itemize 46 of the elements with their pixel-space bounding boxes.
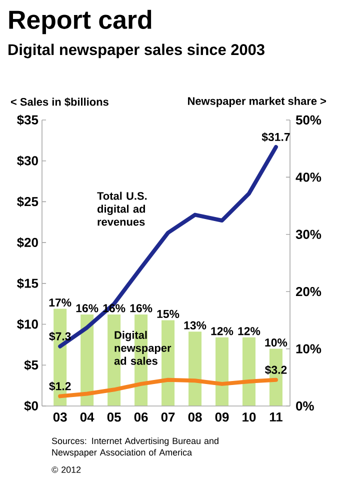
x-tick-label: 07 — [161, 412, 175, 422]
data-label: $31.7 — [262, 132, 290, 142]
bar — [188, 332, 202, 406]
y2-tick-label: 0% — [296, 401, 314, 411]
x-tick-label: 06 — [134, 412, 148, 422]
x-tick-label: 05 — [107, 412, 121, 422]
x-tick-label: 10 — [242, 412, 256, 422]
data-label: 12% — [211, 327, 234, 336]
data-label: 13% — [184, 321, 206, 330]
data-label: $1.2 — [49, 382, 71, 391]
y-axis-title: < Sales in $billions — [10, 98, 108, 106]
y-tick-label: $20 — [17, 237, 38, 248]
source-note: Sources: Internet Advertising Bureau and Newspaper Association of America — [52, 438, 218, 458]
data-label: 15% — [157, 310, 180, 318]
bar — [242, 337, 256, 406]
data-label: 10% — [265, 338, 288, 347]
y-tick-label: $35 — [17, 114, 38, 126]
data-label: $3.2 — [264, 365, 287, 375]
data-label: 16% — [130, 304, 152, 312]
data-label: 16% — [76, 304, 98, 312]
y-tick-label: $30 — [17, 156, 38, 166]
chart-title: Report card — [9, 10, 152, 34]
y2-axis-title: Newspaper market share > — [188, 96, 326, 108]
y-tick-label: $15 — [17, 278, 38, 289]
x-tick-label: 09 — [215, 412, 229, 422]
bar — [216, 337, 228, 406]
chart-subtitle: Digital newspaper sales since 2003 — [8, 44, 264, 58]
x-tick-label: 03 — [53, 412, 67, 422]
series-label: Total U.S. digital ad revenues — [97, 192, 147, 226]
data-label: 12% — [238, 327, 260, 336]
y2-tick-label: 20% — [296, 287, 322, 296]
series-label: Digital newspaper ad sales — [114, 330, 172, 365]
y2-tick-label: 10% — [296, 344, 322, 354]
text: © 2012 — [52, 466, 81, 473]
y2-tick-label: 30% — [296, 230, 322, 239]
y-tick-label: $5 — [24, 360, 38, 370]
y-tick-label: $0 — [24, 400, 38, 412]
y2-tick-label: 40% — [296, 172, 322, 182]
x-tick-label: 11 — [270, 412, 282, 422]
x-tick-label: 08 — [188, 412, 202, 422]
y-tick-label: $25 — [17, 196, 38, 207]
y-tick-label: $10 — [17, 318, 38, 330]
x-tick-label: 04 — [80, 412, 94, 422]
y2-tick-label: 50% — [296, 115, 322, 125]
data-label: $7.3 — [49, 332, 71, 342]
data-label: 17% — [49, 298, 72, 307]
